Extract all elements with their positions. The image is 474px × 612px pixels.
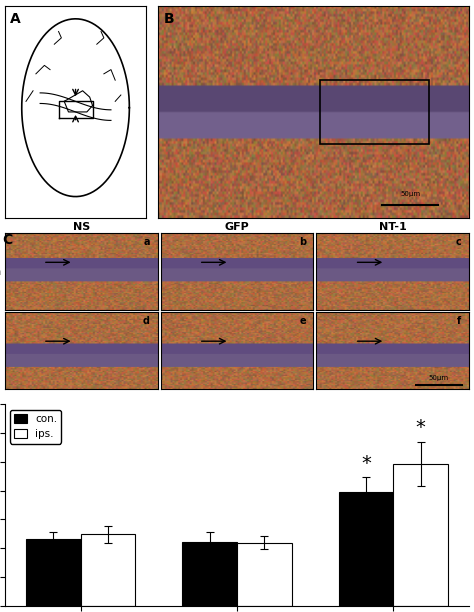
Bar [81, 534, 136, 606]
Bar [338, 492, 393, 606]
Text: 50μm: 50μm [428, 375, 448, 381]
Text: b: b [299, 237, 306, 247]
Title: NS: NS [73, 222, 90, 232]
Text: C: C [2, 233, 13, 247]
Text: c: c [456, 237, 462, 247]
Title: NT-1: NT-1 [379, 222, 407, 232]
Text: 50μm: 50μm [401, 190, 421, 196]
Bar [182, 542, 237, 606]
Text: d: d [143, 316, 150, 326]
Text: A: A [10, 12, 21, 26]
Bar [393, 464, 448, 606]
Bar [237, 542, 292, 606]
Text: e: e [299, 316, 306, 326]
Text: *: * [361, 454, 371, 473]
Text: a: a [144, 237, 150, 247]
Text: B: B [164, 12, 174, 26]
Text: f: f [457, 316, 462, 326]
Y-axis label: con: con [0, 267, 2, 277]
Bar [319, 80, 429, 144]
Title: GFP: GFP [225, 222, 249, 232]
Text: *: * [416, 418, 426, 437]
Legend: con., ips.: con., ips. [10, 409, 61, 444]
Bar [26, 539, 81, 606]
